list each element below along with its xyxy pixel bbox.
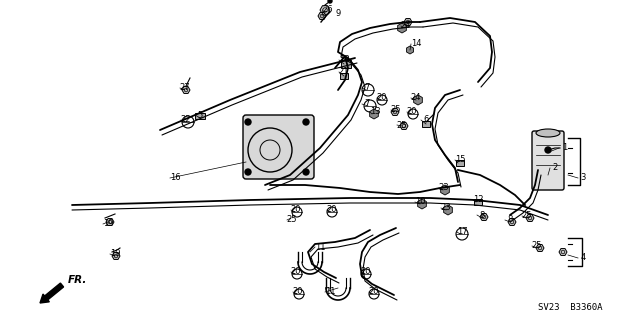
Text: 18: 18 (339, 56, 349, 64)
Text: SV23  B3360A: SV23 B3360A (538, 303, 602, 313)
Text: 20: 20 (369, 287, 380, 296)
Circle shape (245, 169, 251, 175)
Text: 6: 6 (423, 115, 429, 124)
Ellipse shape (536, 129, 560, 137)
Bar (340, 73, 348, 79)
Circle shape (245, 119, 251, 125)
Bar (474, 199, 482, 205)
Text: 20: 20 (407, 108, 417, 116)
Text: 19: 19 (109, 249, 120, 258)
Text: 10: 10 (415, 197, 425, 206)
Text: 19: 19 (103, 219, 113, 228)
Circle shape (328, 0, 332, 3)
Text: 1: 1 (563, 144, 568, 152)
Text: 11: 11 (315, 242, 325, 251)
Text: 21: 21 (339, 68, 349, 77)
Circle shape (303, 119, 309, 125)
FancyBboxPatch shape (532, 131, 564, 190)
Text: 20: 20 (327, 205, 337, 214)
Text: 25: 25 (287, 216, 297, 225)
Circle shape (303, 169, 309, 175)
Text: 8: 8 (508, 216, 513, 225)
Text: 25: 25 (522, 211, 532, 220)
Text: 5: 5 (197, 110, 203, 120)
Text: 25: 25 (391, 106, 401, 115)
Text: 15: 15 (455, 155, 465, 165)
Text: 24: 24 (411, 93, 421, 102)
Text: 25: 25 (532, 241, 542, 250)
Bar (456, 160, 464, 166)
Text: 16: 16 (170, 174, 180, 182)
Text: 27: 27 (180, 84, 190, 93)
Text: FR.: FR. (68, 275, 88, 285)
Text: 23: 23 (438, 183, 449, 192)
Text: 23: 23 (441, 204, 451, 212)
Text: 4: 4 (580, 254, 586, 263)
Text: 24: 24 (401, 21, 412, 31)
Text: 8: 8 (479, 211, 484, 219)
Text: 11: 11 (324, 287, 335, 296)
Text: 7: 7 (364, 100, 370, 108)
FancyArrow shape (40, 283, 63, 303)
Text: 17: 17 (457, 227, 467, 236)
Text: 7: 7 (364, 84, 370, 93)
Text: 25: 25 (397, 121, 407, 130)
Text: 20: 20 (291, 268, 301, 277)
Text: 20: 20 (291, 205, 301, 214)
Circle shape (545, 147, 551, 153)
Text: 20: 20 (361, 268, 371, 277)
Bar (422, 121, 430, 127)
Text: 26: 26 (323, 5, 333, 14)
FancyBboxPatch shape (243, 115, 314, 179)
Text: 12: 12 (473, 196, 483, 204)
Text: 9: 9 (335, 10, 340, 19)
Text: 13: 13 (370, 108, 380, 116)
Text: 14: 14 (411, 40, 421, 48)
Text: 20: 20 (292, 287, 303, 296)
Text: 20: 20 (377, 93, 387, 102)
Text: 22: 22 (180, 115, 191, 124)
Bar (341, 60, 351, 68)
Bar (195, 113, 205, 119)
Text: 3: 3 (580, 174, 586, 182)
Text: 2: 2 (552, 164, 557, 173)
